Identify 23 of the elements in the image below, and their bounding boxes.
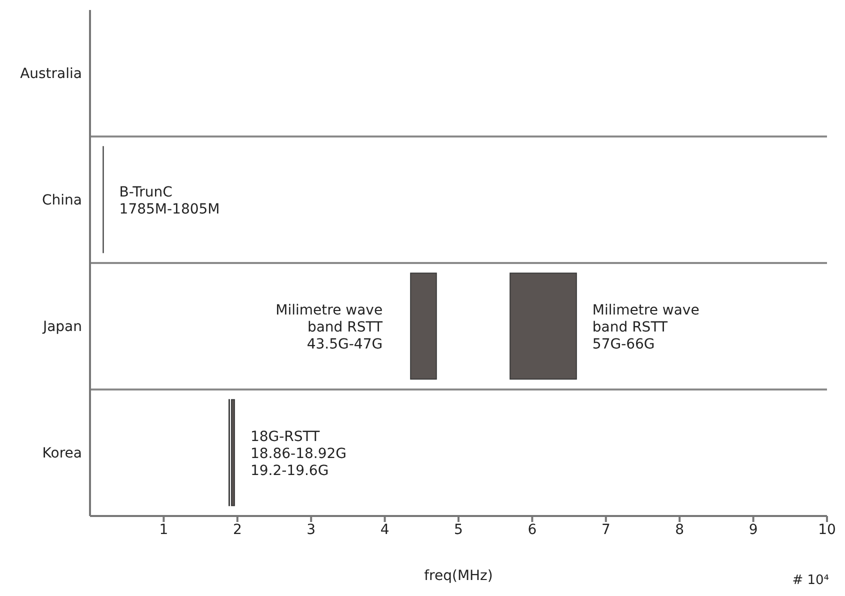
x-tick-label: 5: [454, 522, 463, 538]
x-tick-label: 3: [306, 522, 316, 538]
y-tick-label: Korea: [42, 446, 82, 462]
x-tick-label: 7: [601, 522, 610, 538]
bar: [231, 399, 235, 506]
y-tick-label: Australia: [20, 66, 82, 82]
x-tick-label: 10: [818, 522, 836, 538]
x-tick-label: 9: [748, 522, 758, 538]
y-tick-label: China: [42, 192, 82, 209]
y-tick-label: Japan: [42, 319, 82, 336]
annotation: Milimetre wave band RSTT 43.5G-47G: [276, 302, 384, 352]
x-tick-label: 8: [675, 522, 684, 538]
text: # 10⁴: [792, 573, 829, 588]
x-tick-label: 2: [232, 522, 242, 538]
x-tick-label: 1: [159, 522, 168, 538]
annotation: B-TrunC 1785M-1805M: [119, 184, 220, 218]
x-tick-label: 4: [380, 522, 390, 538]
annotation: Milimetre wave band RSTT 57G-66G: [592, 302, 700, 352]
x-tick-label: 6: [528, 522, 537, 538]
bar: [410, 272, 437, 380]
bar: [510, 272, 577, 380]
annotation: 18G-RSTT 18.86-18.92G 19.2-19.6G: [250, 428, 347, 479]
x-axis-title: freq(MHz): [424, 568, 493, 584]
